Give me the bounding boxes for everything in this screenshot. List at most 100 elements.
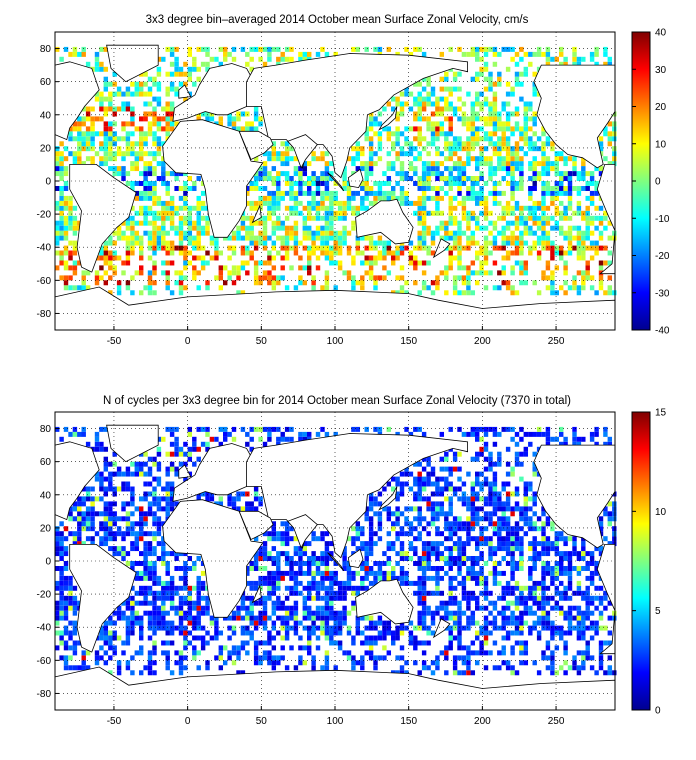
velocity-bin <box>116 285 122 291</box>
cycles-bin <box>439 575 445 581</box>
velocity-bin <box>426 96 431 102</box>
velocity-bin <box>214 250 219 256</box>
velocity-bin <box>421 51 427 57</box>
cycles-bin <box>143 541 148 547</box>
velocity-bin <box>165 190 170 196</box>
velocity-bin <box>360 195 365 201</box>
velocity-bin <box>72 151 78 157</box>
velocity-bin <box>417 181 422 186</box>
velocity-bin <box>563 190 568 196</box>
velocity-bin <box>399 190 405 196</box>
velocity-bin <box>99 91 104 97</box>
velocity-bin <box>156 151 162 157</box>
velocity-bin <box>589 171 595 177</box>
cycles-bin <box>169 605 175 611</box>
cycles-bin <box>267 436 272 442</box>
cycles-bin <box>519 436 524 442</box>
cycles-bin <box>156 590 162 596</box>
cycles-bin <box>68 531 73 537</box>
velocity-bin <box>373 151 378 157</box>
velocity-bin <box>430 280 436 286</box>
velocity-bin <box>457 46 462 52</box>
velocity-bin <box>307 181 312 186</box>
cycles-bin <box>209 436 215 442</box>
velocity-bin <box>130 186 135 191</box>
cycles-bin <box>492 605 498 611</box>
velocity-bin <box>258 121 263 127</box>
cycles-bin <box>125 501 131 507</box>
cycles-bin <box>342 580 347 586</box>
cycles-bin <box>364 506 369 512</box>
cycles-bin <box>253 580 259 586</box>
cycles-bin <box>572 551 577 557</box>
velocity-bin <box>293 181 299 186</box>
velocity-bin <box>90 146 95 152</box>
cycles-bin <box>205 491 210 497</box>
velocity-bin <box>452 290 458 296</box>
velocity-bin <box>55 186 60 191</box>
velocity-bin <box>470 235 476 241</box>
velocity-bin <box>382 265 387 271</box>
cycles-bin <box>475 511 480 517</box>
cycles-bin <box>528 610 533 616</box>
velocity-bin <box>536 240 542 246</box>
cycles-bin <box>452 531 458 537</box>
cycles-bin <box>147 635 153 641</box>
cycles-bin <box>329 625 334 631</box>
cycles-bin <box>289 605 294 611</box>
cycles-bin <box>382 655 387 661</box>
cycles-bin <box>391 575 396 581</box>
cycles-bin <box>466 645 471 651</box>
cycles-bin <box>364 551 369 557</box>
velocity-bin <box>271 146 277 152</box>
cycles-bin <box>559 605 564 611</box>
velocity-bin <box>519 131 524 137</box>
cycles-bin <box>262 655 268 661</box>
velocity-bin <box>315 190 321 196</box>
velocity-bin <box>576 61 582 67</box>
cycles-bin <box>271 546 277 552</box>
velocity-bin <box>112 131 117 137</box>
cycles-bin <box>63 526 69 532</box>
velocity-bin <box>594 46 599 52</box>
velocity-bin <box>187 215 193 221</box>
velocity-bin <box>364 270 369 276</box>
velocity-bin <box>55 240 60 246</box>
velocity-bin <box>523 126 529 132</box>
velocity-bin <box>85 116 91 122</box>
cycles-bin <box>457 620 462 626</box>
cycles-bin <box>426 605 431 611</box>
velocity-bin <box>497 181 502 186</box>
velocity-bin <box>545 141 551 147</box>
cycles-bin <box>413 561 418 566</box>
cycles-bin <box>514 561 520 566</box>
cycles-bin <box>519 506 524 512</box>
cycles-bin <box>386 506 392 512</box>
cycles-bin <box>399 531 405 537</box>
cycles-bin <box>554 570 560 576</box>
velocity-bin <box>435 280 440 286</box>
velocity-bin <box>364 255 369 261</box>
cycles-bin <box>421 605 427 611</box>
cycles-bin <box>253 536 259 542</box>
cycles-bin <box>307 561 312 566</box>
cycles-bin <box>108 481 113 487</box>
cycles-bin <box>368 501 374 507</box>
cycles-bin <box>377 521 383 527</box>
cycles-bin <box>492 580 498 586</box>
velocity-bin <box>444 106 449 112</box>
velocity-bin <box>581 280 586 286</box>
cycles-bin <box>125 640 131 646</box>
cycles-bin <box>240 491 246 497</box>
cycles-bin <box>196 595 201 601</box>
velocity-bin <box>452 275 458 281</box>
velocity-bin <box>483 156 489 162</box>
velocity-bin <box>391 166 396 172</box>
cycles-bin <box>351 536 356 542</box>
cycles-bin <box>466 526 471 532</box>
cycles-bin <box>298 566 303 571</box>
cycles-bin <box>417 590 422 596</box>
cycles-bin <box>346 610 352 616</box>
cycles-bin <box>200 491 206 497</box>
